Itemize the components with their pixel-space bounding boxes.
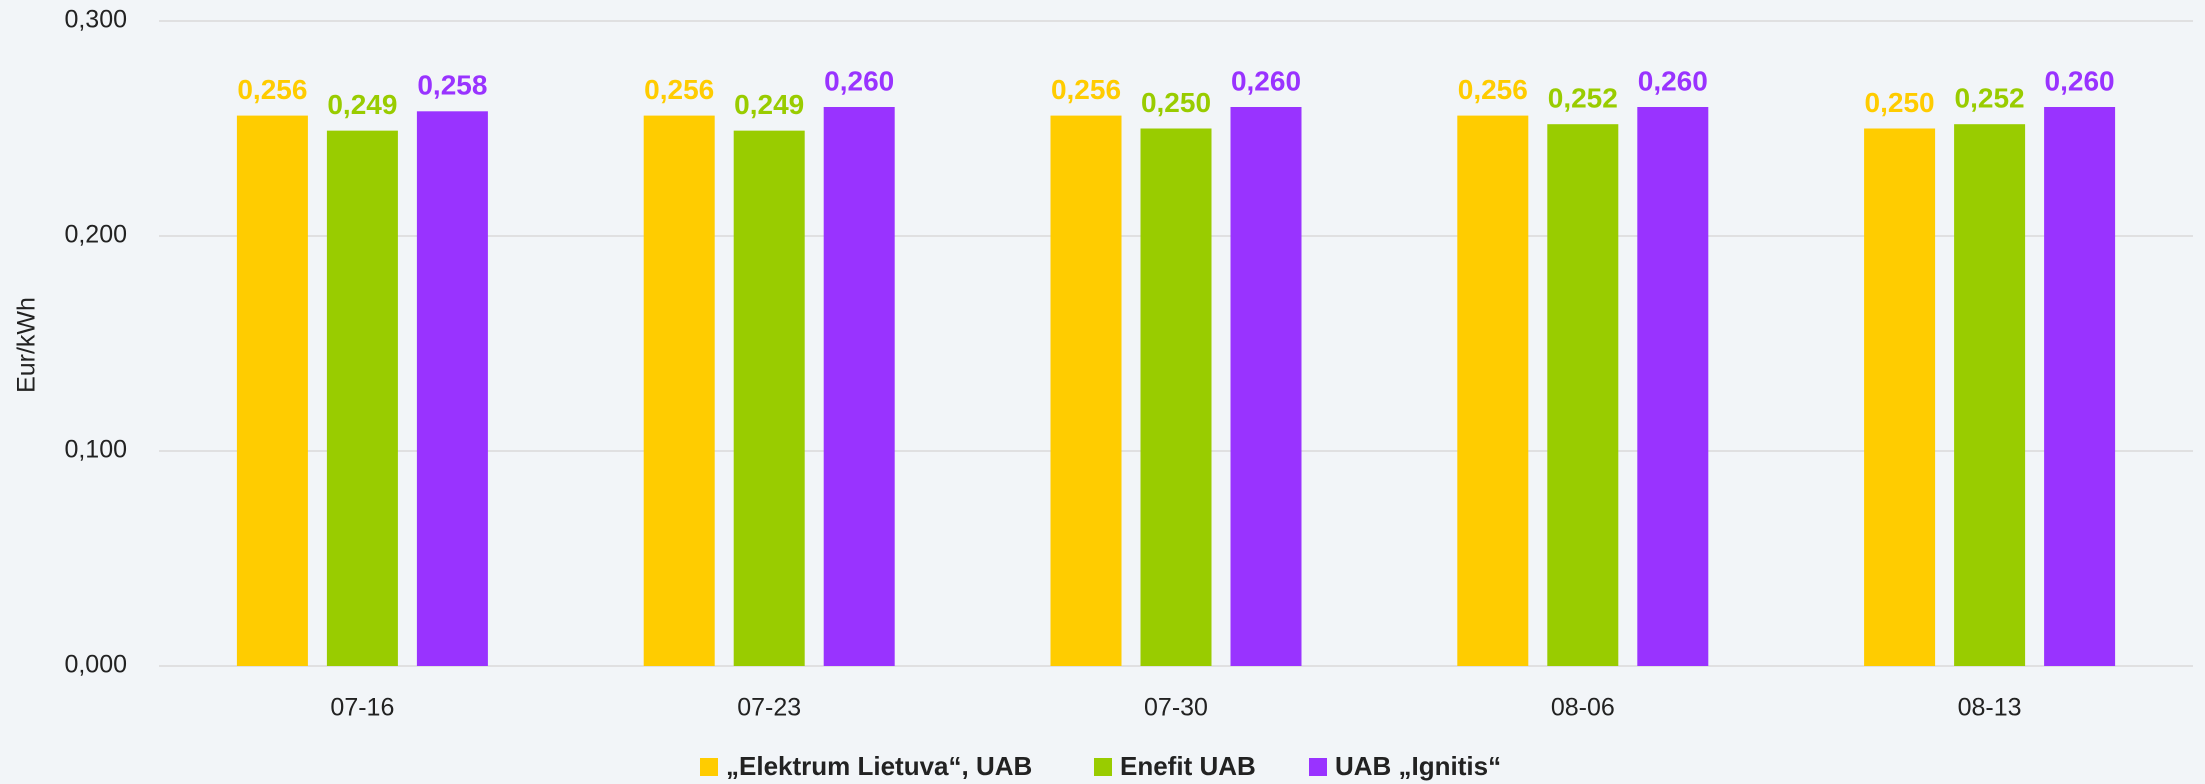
bar [2044, 107, 2116, 666]
value-label: 0,256 [1051, 74, 1121, 105]
bar [236, 115, 308, 667]
y-tick-label: 0,200 [64, 221, 127, 249]
legend-label: „Elektrum Lietuva“, UAB [726, 751, 1032, 781]
bar [1140, 128, 1212, 666]
legend-swatch [1309, 758, 1327, 776]
bar [1954, 124, 2026, 666]
bar [1050, 115, 1122, 667]
bar [1457, 115, 1529, 667]
bar [823, 107, 895, 666]
value-label: 0,256 [1458, 74, 1528, 105]
value-label: 0,249 [734, 89, 804, 120]
y-tick-label: 0,300 [64, 6, 127, 34]
value-label: 0,258 [417, 70, 487, 101]
x-tick-label: 07-23 [737, 694, 801, 722]
x-tick-label: 08-06 [1551, 694, 1615, 722]
y-tick-label: 0,000 [64, 651, 127, 679]
value-label: 0,256 [237, 74, 307, 105]
x-tick-label: 07-16 [330, 694, 394, 722]
bar [643, 115, 715, 667]
bar [1547, 124, 1619, 666]
bar [1864, 128, 1936, 666]
legend-swatch [1094, 758, 1112, 776]
y-tick-label: 0,100 [64, 436, 127, 464]
value-label: 0,260 [824, 65, 894, 96]
value-label: 0,260 [2045, 65, 2115, 96]
legend-label: Enefit UAB [1120, 751, 1256, 781]
value-label: 0,252 [1955, 83, 2025, 114]
y-axis-label: Eur/kWh [13, 297, 41, 393]
x-tick-label: 08-13 [1958, 694, 2022, 722]
legend-swatch [700, 758, 718, 776]
bar [326, 130, 398, 666]
bar [1637, 107, 1709, 666]
value-label: 0,249 [327, 89, 397, 120]
bar [416, 111, 488, 667]
bar [733, 130, 805, 666]
x-tick-label: 07-30 [1144, 694, 1208, 722]
value-label: 0,260 [1638, 65, 1708, 96]
value-label: 0,256 [644, 74, 714, 105]
value-label: 0,250 [1141, 87, 1211, 118]
legend-label: UAB „Ignitis“ [1335, 751, 1501, 781]
value-label: 0,250 [1865, 87, 1935, 118]
value-label: 0,260 [1231, 65, 1301, 96]
bar [1230, 107, 1302, 666]
value-label: 0,252 [1548, 83, 1618, 114]
